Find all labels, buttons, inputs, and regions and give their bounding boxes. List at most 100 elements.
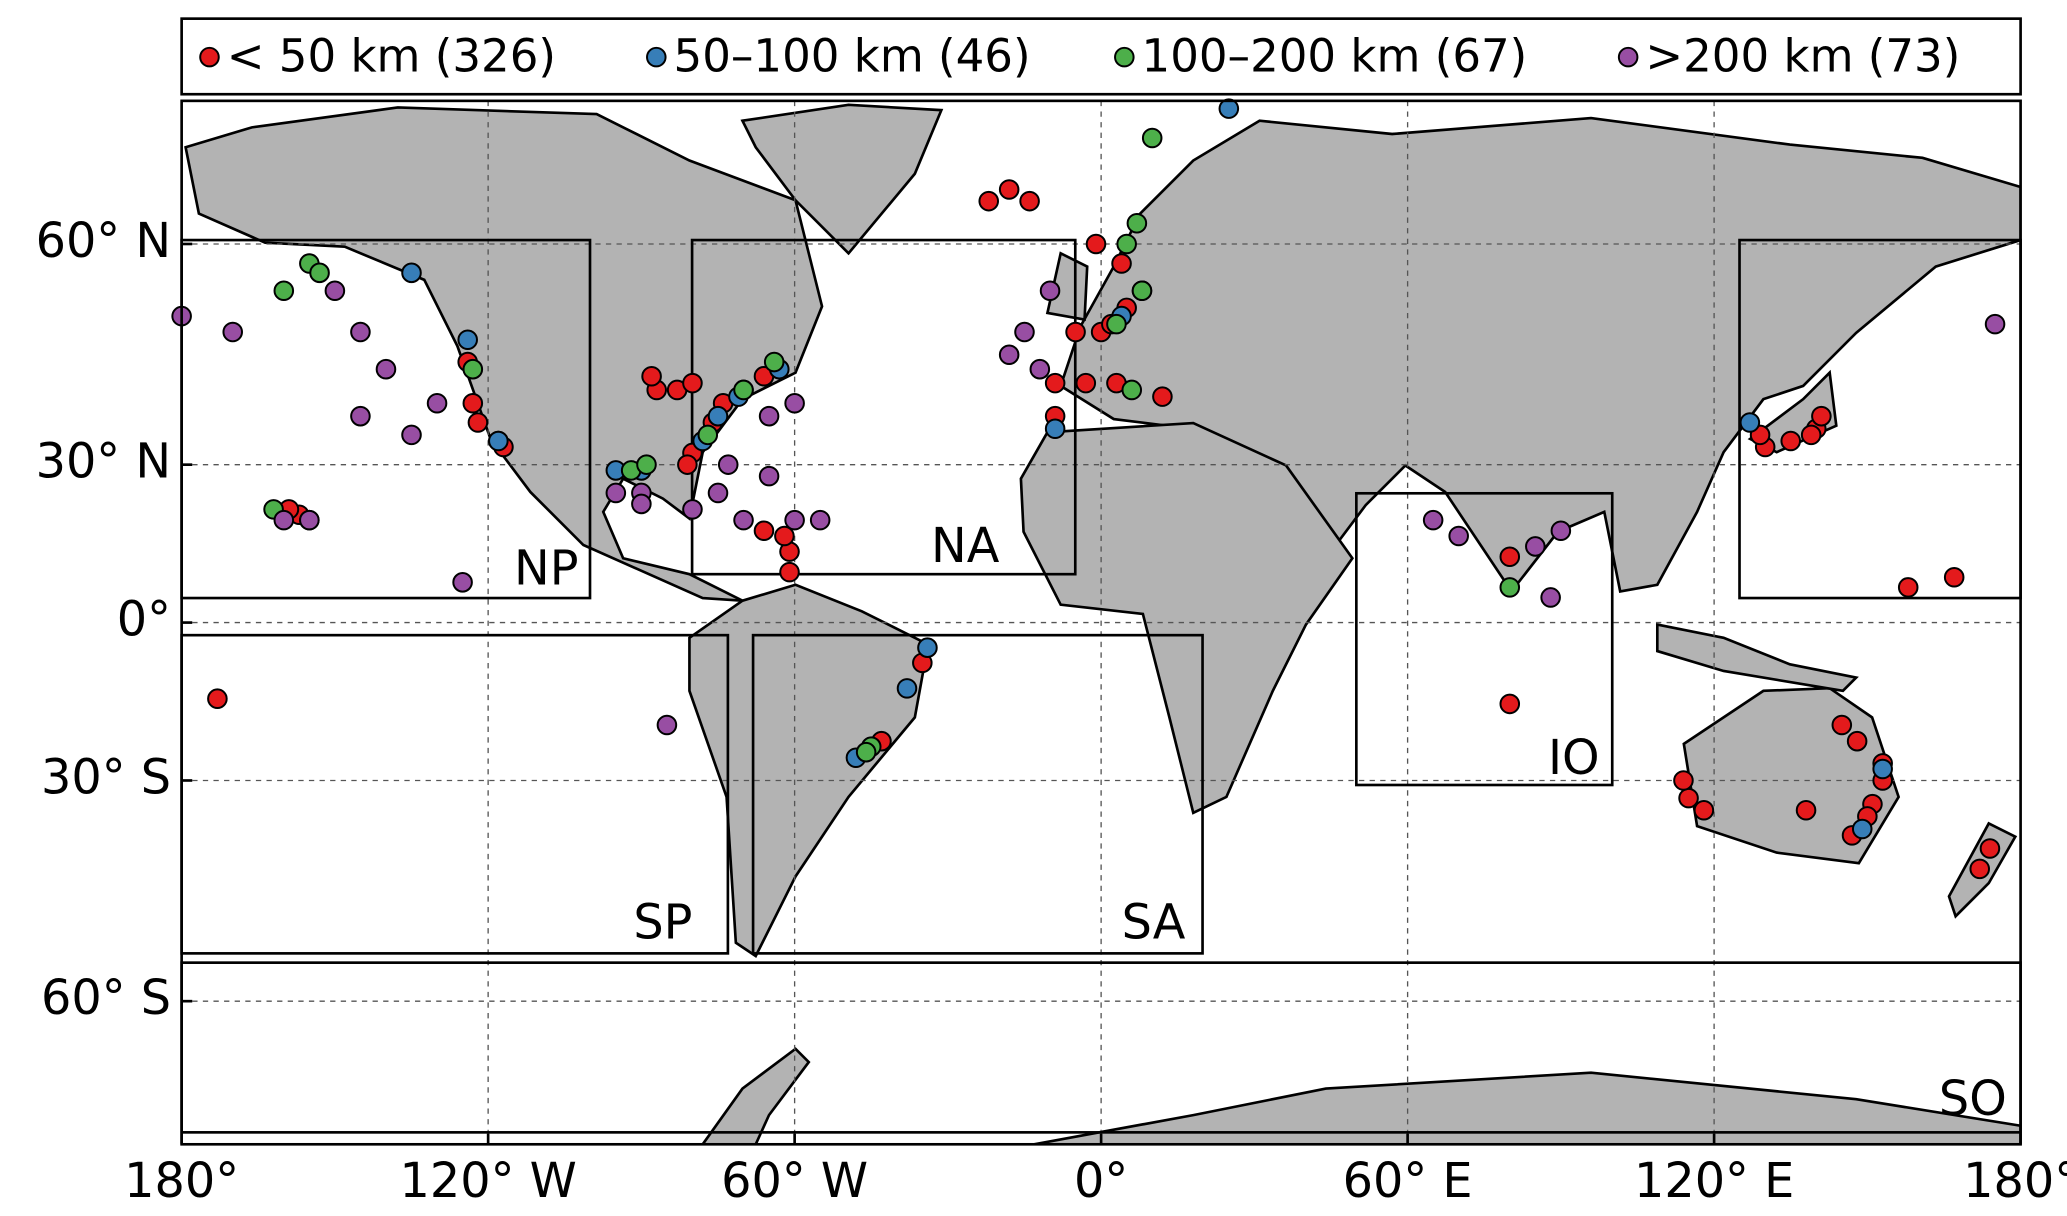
- legend-marker: [199, 46, 220, 68]
- site-point: [1550, 520, 1572, 542]
- site-point: [1795, 799, 1817, 821]
- greenland: [740, 103, 944, 256]
- uk: [1045, 251, 1089, 322]
- ticks: 180° 120° W 60° W 0° 60° E 120° E 180° 60° N 30°…: [36, 214, 2067, 1209]
- site-point: [758, 405, 780, 427]
- site-point: [1126, 213, 1148, 234]
- points: [171, 98, 2006, 880]
- legend-label: < 50 km (326): [227, 30, 556, 83]
- site-point: [1116, 233, 1137, 255]
- x-tick-label: 180°: [124, 1154, 239, 1209]
- site-point: [707, 482, 729, 504]
- site-point: [917, 637, 938, 658]
- x-tick-label: 180°: [1963, 1154, 2067, 1209]
- site-point: [758, 465, 780, 487]
- site-point: [1800, 424, 1822, 446]
- site-point: [998, 179, 1020, 200]
- legend: [180, 17, 2022, 96]
- site-point: [733, 509, 754, 531]
- site-point: [1141, 127, 1163, 149]
- site-point: [1121, 379, 1143, 401]
- africa: [1019, 421, 1354, 815]
- region-label: SA: [1122, 896, 1186, 951]
- site-point: [855, 741, 877, 763]
- region-box: [751, 633, 1204, 955]
- legend-items: < 50 km (326) 50–100 km (46) 100–200 km (6…: [199, 30, 1960, 83]
- indonesia: [1655, 622, 1859, 693]
- site-point: [452, 572, 473, 593]
- site-point: [1943, 566, 1965, 588]
- site-point: [774, 525, 795, 547]
- region-label: NA: [931, 519, 1000, 574]
- site-point: [1831, 714, 1853, 736]
- site-point: [809, 509, 831, 531]
- site-point: [1039, 280, 1061, 302]
- site-point: [697, 424, 719, 446]
- site-point: [1780, 430, 1802, 452]
- site-point: [641, 365, 662, 387]
- site-point: [1811, 405, 1832, 427]
- site-point: [784, 509, 805, 531]
- site-point: [1846, 730, 1868, 752]
- region-label: SO: [1939, 1072, 2007, 1127]
- site-point: [1499, 577, 1521, 598]
- site-point: [998, 344, 1020, 366]
- site-point: [682, 499, 703, 520]
- site-point: [1872, 758, 1893, 780]
- site-point: [1693, 799, 1715, 821]
- site-point: [1019, 190, 1040, 212]
- legend-label: 100–200 km (67): [1142, 30, 1528, 83]
- south-america: [688, 583, 930, 958]
- site-point: [1014, 321, 1035, 343]
- site-point: [1029, 358, 1051, 380]
- site-point: [1673, 770, 1694, 791]
- site-point: [1851, 818, 1873, 840]
- site-point: [401, 424, 422, 446]
- site-point: [309, 262, 330, 284]
- x-tick-label: 60° W: [721, 1154, 868, 1209]
- site-point: [636, 454, 657, 475]
- legend-label: >200 km (73): [1645, 30, 1960, 83]
- region-box: [690, 238, 1077, 576]
- site-point: [1075, 372, 1097, 394]
- site-point: [1044, 418, 1066, 440]
- site-point: [1540, 587, 1561, 608]
- land: [184, 103, 2021, 1145]
- site-point: [753, 520, 775, 542]
- site-point: [733, 379, 754, 401]
- y-tick-label: 0°: [117, 593, 171, 648]
- site-point: [1739, 412, 1761, 433]
- antarctic-peninsula: [701, 1047, 811, 1145]
- site-point: [462, 358, 484, 380]
- site-point: [677, 454, 698, 475]
- site-point: [656, 714, 678, 736]
- x-tick-label: 120° W: [399, 1154, 576, 1209]
- site-point: [375, 358, 397, 380]
- y-tick-label: 30° S: [41, 750, 171, 805]
- site-point: [1106, 313, 1127, 335]
- x-tick-label: 120° E: [1634, 1154, 1794, 1209]
- north-america: [184, 106, 824, 603]
- site-point: [1678, 787, 1699, 809]
- legend-marker: [1617, 46, 1639, 68]
- site-point: [605, 482, 627, 504]
- region-label: IO: [1548, 731, 1600, 786]
- site-point: [978, 190, 1000, 212]
- site-point: [401, 262, 422, 284]
- site-point: [1499, 546, 1521, 568]
- site-point: [1422, 509, 1444, 531]
- site-point: [1448, 525, 1469, 547]
- site-point: [784, 392, 805, 414]
- x-tick-label: 60° E: [1343, 1154, 1473, 1209]
- region-label: NP: [514, 542, 578, 597]
- site-point: [207, 688, 228, 709]
- site-point: [488, 430, 509, 452]
- site-point: [1969, 858, 1991, 880]
- legend-marker: [646, 46, 667, 68]
- region-box: [1355, 491, 1614, 787]
- legend-label: 50–100 km (46): [674, 30, 1031, 83]
- region-labels: NP NA SP SA IO SO: [514, 519, 2007, 1127]
- site-point: [273, 509, 295, 531]
- legend-marker: [1114, 46, 1135, 68]
